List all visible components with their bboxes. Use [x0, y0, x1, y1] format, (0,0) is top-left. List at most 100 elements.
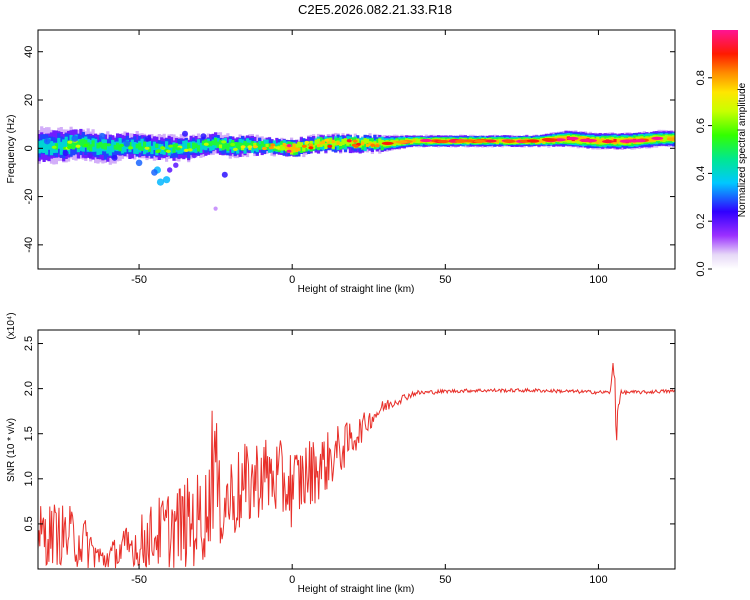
heatmap-cell	[216, 141, 220, 148]
heatmap-cell	[324, 143, 328, 149]
heatmap-cell	[155, 143, 159, 148]
heatmap-cell	[319, 143, 323, 147]
y-tick-label: -40	[23, 237, 35, 253]
snr-x-label: Height of straight line (km)	[298, 584, 415, 595]
heatmap-blob	[123, 140, 131, 147]
heatmap-hotspot	[128, 146, 134, 150]
heatmap-cell	[113, 144, 117, 150]
heatmap-cell	[579, 136, 583, 142]
heatmap-cell	[334, 141, 338, 146]
heatmap-cell	[282, 144, 286, 150]
heatmap-hotspot	[165, 149, 171, 153]
x-tick-label: 100	[589, 274, 607, 286]
spectrogram-panel: -50 0 50 100 40 20 0 -20 -40 Height of straight…	[6, 29, 676, 295]
heatmap-cell	[103, 143, 107, 150]
heatmap-hotspot	[541, 138, 554, 142]
colorbar-tick-label: 0.0	[695, 261, 707, 276]
heatmap-hotspot	[286, 149, 292, 153]
heatmap-cell	[47, 138, 51, 150]
heatmap-hotspot	[484, 139, 497, 143]
heatmap-cell	[299, 142, 303, 148]
heatmap-cell	[346, 139, 350, 146]
heatmap-hotspot	[83, 143, 89, 147]
colorbar-tick-label: 0.6	[695, 118, 707, 133]
heatmap-hotspot	[75, 144, 81, 148]
heatmap-cell	[302, 146, 306, 152]
heatmap-cell	[64, 136, 68, 150]
heatmap-cell	[123, 141, 127, 153]
heatmap-cell	[98, 143, 103, 155]
spectrogram-heatmap	[38, 126, 675, 211]
heatmap-hotspot	[221, 140, 227, 144]
heatmap-cell	[304, 145, 308, 152]
heatmap-cell	[263, 143, 267, 149]
heatmap-hotspot	[395, 140, 408, 144]
heatmap-hotspot	[527, 139, 540, 143]
y-tick-label: 0.5	[23, 516, 35, 531]
heatmap-hotspot	[106, 143, 112, 147]
heatmap-cell	[596, 139, 600, 145]
heatmap-cell	[267, 143, 272, 149]
heatmap-cell	[297, 141, 301, 148]
x-tick-label: 50	[439, 274, 451, 286]
heatmap-cell	[120, 142, 125, 154]
heatmap-cell	[62, 139, 66, 150]
heatmap-cell	[292, 143, 296, 150]
heatmap-cell	[233, 142, 237, 147]
x-tick-label: -50	[131, 574, 147, 586]
heatmap-hotspot	[144, 146, 150, 150]
heatmap-cell	[243, 143, 247, 154]
spectrogram-x-ticks: -50 0 50 100	[131, 30, 608, 286]
heatmap-cell	[96, 142, 100, 155]
figure-title: C2E5.2026.082.21.33.R18	[298, 2, 452, 17]
heatmap-cell	[187, 143, 191, 149]
heatmap-cell	[618, 138, 622, 143]
heatmap-cell	[260, 141, 264, 147]
heatmap-cell	[143, 141, 147, 149]
heatmap-blob	[213, 206, 218, 211]
heatmap-cell	[297, 147, 301, 152]
heatmap-hotspot	[51, 145, 57, 149]
heatmap-cell	[116, 142, 120, 150]
heatmap-hotspot	[268, 146, 274, 150]
heatmap-hotspot	[275, 146, 280, 150]
heatmap-cell	[290, 146, 294, 153]
heatmap-cell	[182, 140, 186, 153]
heatmap-cell	[243, 140, 247, 146]
heatmap-blob	[167, 167, 173, 173]
spectrogram-x-label: Height of straight line (km)	[298, 284, 415, 295]
heatmap-hotspot	[346, 139, 352, 143]
heatmap-hotspot	[301, 144, 307, 148]
heatmap-cell	[140, 138, 144, 149]
heatmap-cell	[118, 145, 122, 152]
heatmap-hotspot	[183, 148, 189, 152]
heatmap-cell	[238, 142, 242, 150]
heatmap-cell	[417, 138, 421, 144]
heatmap-blob	[87, 152, 93, 159]
colorbar-gradient	[712, 30, 738, 269]
colorbar-tick-label: 0.2	[695, 214, 707, 229]
heatmap-cell	[363, 138, 367, 144]
heatmap-hotspot	[230, 142, 236, 147]
heatmap-cell	[38, 140, 41, 154]
y-tick-label: 2.5	[23, 336, 35, 351]
heatmap-cell	[539, 139, 544, 143]
y-tick-label: 2.0	[23, 381, 35, 396]
heatmap-hotspot	[651, 136, 664, 140]
x-tick-label: 0	[289, 574, 295, 586]
heatmap-cell	[326, 140, 330, 144]
y-tick-label: 0	[23, 145, 35, 151]
heatmap-blob	[111, 154, 118, 161]
heatmap-hotspot	[304, 140, 310, 145]
heatmap-cell	[498, 138, 502, 143]
heatmap-cell	[258, 144, 262, 150]
heatmap-cell	[199, 142, 203, 153]
heatmap-cell	[152, 141, 156, 150]
heatmap-hotspot	[232, 147, 238, 151]
heatmap-blob	[156, 178, 165, 186]
heatmap-cell	[192, 142, 196, 149]
heatmap-cell	[179, 144, 183, 154]
heatmap-cell	[40, 140, 44, 153]
heatmap-cell	[233, 142, 237, 152]
heatmap-cell	[265, 143, 269, 148]
